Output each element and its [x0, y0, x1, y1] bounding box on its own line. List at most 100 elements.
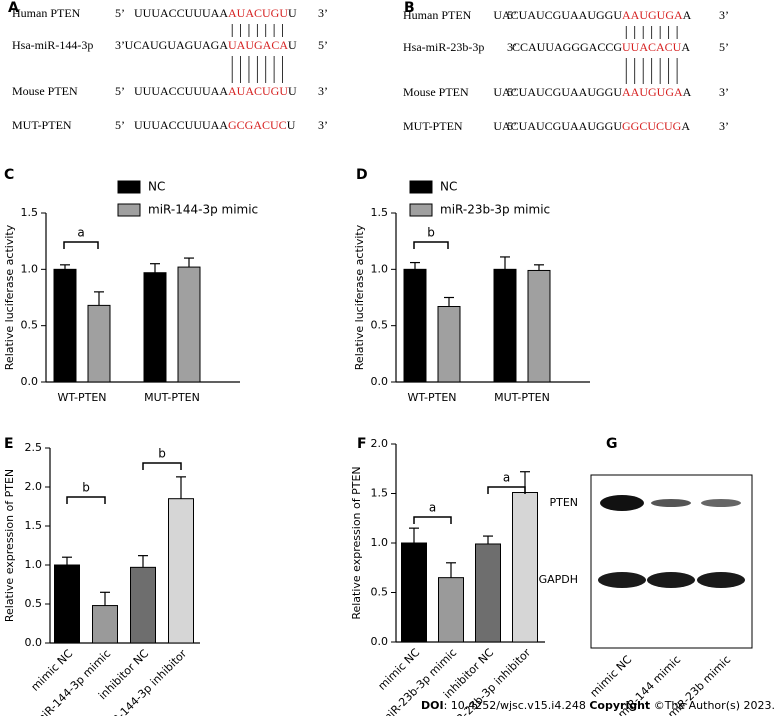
significance-bracket	[142, 462, 182, 470]
y-tick-label: 0.0	[371, 375, 389, 388]
y-axis-title: Relative luciferase activity	[3, 224, 16, 370]
sequence-part: A	[681, 119, 690, 133]
sequence-part: CCAUUAGGGACCG	[512, 40, 622, 54]
sequence-name: Hsa-miR-23b-3p	[403, 40, 484, 54]
strand-start: 5’	[507, 8, 517, 22]
significance-label: b	[427, 226, 435, 240]
bar	[403, 268, 427, 383]
significance-label: b	[82, 481, 90, 495]
bar	[168, 498, 194, 644]
strand-end: 3’	[719, 85, 729, 99]
sequence-part: UACUAUCGUAAUGGU	[493, 8, 622, 22]
protein-label: GAPDH	[539, 573, 578, 586]
x-tick-label: MUT-PTEN	[144, 391, 200, 404]
bar	[177, 266, 201, 383]
sequence-highlight: AUACUGU	[228, 6, 288, 20]
panel-label: B	[404, 0, 415, 16]
legend-swatch	[409, 180, 433, 194]
y-tick-label: 0.0	[21, 375, 39, 388]
significance-label: a	[429, 501, 436, 515]
sequence-name: MUT-PTEN	[403, 119, 463, 133]
y-tick-label: 2.5	[25, 441, 43, 454]
strand-start: 5’	[507, 85, 517, 99]
sequence-part: A	[683, 85, 692, 99]
bar	[438, 577, 464, 643]
strand-end: 5’	[719, 40, 729, 54]
x-tick-label: MUT-PTEN	[494, 391, 550, 404]
significance-label: a	[503, 471, 510, 485]
legend-swatch	[117, 180, 141, 194]
significance-bracket	[63, 241, 99, 249]
protein-label: PTEN	[549, 496, 578, 509]
y-tick-label: 1.0	[371, 536, 389, 549]
y-tick-label: 0.0	[25, 636, 43, 649]
sequence-part: A	[683, 8, 692, 22]
legend-label: NC	[440, 180, 457, 194]
y-tick-label: 1.0	[25, 558, 43, 571]
panel-label: E	[4, 436, 14, 452]
sequence-part: UUUACCUUUAA	[134, 84, 228, 98]
strand-end: 3’	[318, 84, 328, 98]
bar	[53, 268, 77, 383]
significance-label: a	[77, 226, 84, 240]
y-tick-label: 2.0	[371, 437, 389, 450]
sequence-highlight: AAUGUGA	[622, 85, 683, 99]
sequence-part: UCAUGUAGUAGA	[125, 38, 229, 52]
sequence-highlight: AUACUGU	[228, 84, 288, 98]
sequence-highlight: GCGACUC	[228, 118, 287, 132]
footer-doi-label: DOI	[421, 699, 444, 712]
sequence-highlight: AAUGUGA	[622, 8, 683, 22]
y-axis-title: Relative expression of PTEN	[3, 469, 16, 622]
y-tick-label: 0.5	[371, 319, 389, 332]
panel-label: G	[606, 436, 618, 452]
x-tick-label: WT-PTEN	[407, 391, 456, 404]
band	[600, 495, 644, 511]
y-tick-label: 1.0	[21, 262, 39, 275]
significance-bracket	[487, 486, 526, 494]
y-tick-label: 0.5	[21, 319, 39, 332]
strand-end: 3’	[719, 8, 729, 22]
bar	[437, 306, 461, 383]
y-axis-title: Relative luciferase activity	[353, 224, 366, 370]
y-tick-label: 1.5	[21, 206, 39, 219]
sequence-name: Human PTEN	[403, 8, 472, 22]
significance-label: b	[158, 447, 166, 461]
legend-swatch	[409, 203, 433, 217]
strand-end: 5’	[318, 38, 328, 52]
bar	[54, 564, 80, 644]
sequence-part: U	[287, 118, 296, 132]
strand-end: 3’	[719, 119, 729, 133]
sequence-part: U	[288, 84, 297, 98]
panel-label: A	[8, 0, 19, 16]
y-tick-label: 1.5	[371, 487, 389, 500]
y-tick-label: 1.5	[25, 519, 43, 532]
legend-swatch	[117, 203, 141, 217]
bar	[493, 268, 517, 383]
bar	[143, 272, 167, 383]
footer-copyright: ©The Author(s) 2023.	[650, 699, 775, 712]
strand-start: 5’	[115, 6, 125, 20]
legend-label: miR-23b-3p mimic	[440, 203, 550, 217]
panel-label: D	[356, 167, 368, 183]
sequence-part: UUUACCUUUAA	[134, 118, 228, 132]
y-tick-label: 0.5	[25, 597, 43, 610]
bar	[87, 304, 111, 383]
sequence-name: Mouse PTEN	[403, 85, 469, 99]
legend-label: NC	[148, 180, 165, 194]
sequence-part: UUUACCUUUAA	[134, 6, 228, 20]
significance-bracket	[413, 516, 452, 524]
legend-label: miR-144-3p mimic	[148, 203, 258, 217]
y-tick-label: 1.5	[371, 206, 389, 219]
footer-copyright-label: Copyright	[589, 699, 650, 712]
strand-start: 5’	[115, 118, 125, 132]
bar	[512, 492, 538, 643]
sequence-part: A	[681, 40, 690, 54]
sequence-name: Hsa-miR-144-3p	[12, 38, 93, 52]
significance-bracket	[413, 241, 449, 249]
sequence-name: Mouse PTEN	[12, 84, 78, 98]
sequence-part: UACUAUCGUAAUGGU	[493, 85, 622, 99]
band	[651, 499, 691, 507]
significance-bracket	[66, 496, 106, 504]
strand-start: 3’	[507, 40, 517, 54]
